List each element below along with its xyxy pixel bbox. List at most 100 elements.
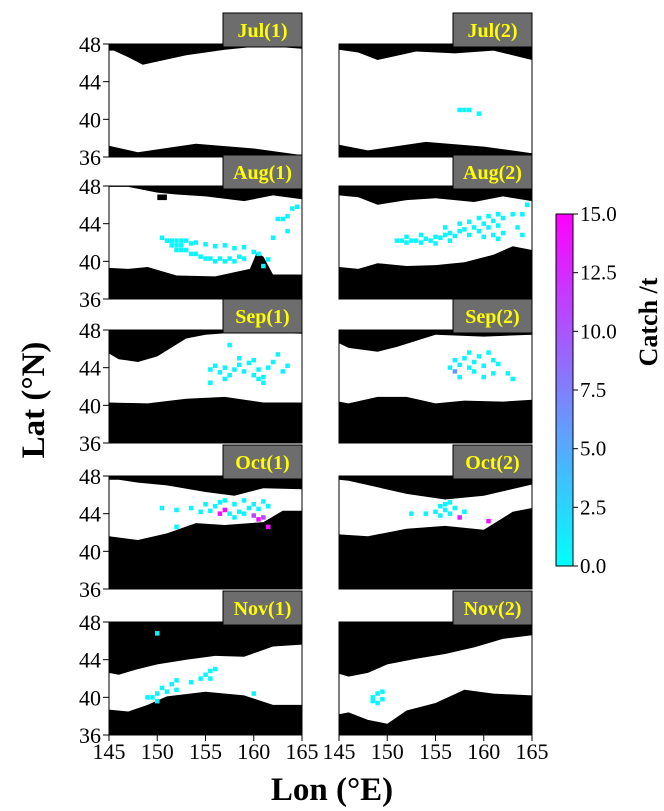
y-tick-label: 36: [79, 431, 101, 456]
panel-nov-1: Nov(1): [108, 590, 303, 736]
catch-point: [251, 357, 256, 363]
catch-point: [241, 256, 247, 261]
y-tick-label: 40: [79, 685, 101, 710]
catch-point: [457, 221, 462, 226]
catch-point: [491, 232, 496, 238]
land-mask-region: [109, 143, 302, 157]
x-tick-label: 145: [93, 739, 126, 764]
catch-point: [285, 228, 290, 234]
land-mask-region: [109, 476, 302, 496]
catch-point: [467, 107, 472, 113]
catch-point: [164, 689, 170, 694]
catch-point: [237, 362, 242, 368]
catch-point: [212, 244, 218, 249]
catch-point: [256, 251, 261, 257]
catch-point: [150, 695, 155, 700]
land-mask-region: [339, 44, 532, 60]
catch-point: [467, 232, 472, 238]
catch-point: [413, 238, 419, 243]
colorbar-tick-label: 15.0: [580, 202, 617, 226]
catch-point: [442, 225, 448, 230]
catch-point: [520, 232, 525, 238]
catch-point: [515, 225, 520, 230]
catch-point: [169, 238, 174, 243]
catch-point: [285, 213, 290, 219]
catch-point: [462, 107, 467, 113]
x-tick-label: 150: [141, 739, 174, 764]
catch-point: [457, 515, 462, 520]
y-axis-title: Lat (°N): [16, 342, 52, 459]
land-mask-region: [339, 508, 532, 589]
panel-frame: [338, 475, 533, 590]
catch-point: [438, 513, 443, 518]
panel-background: [339, 44, 532, 157]
catch-point: [452, 505, 458, 511]
catch-point: [241, 511, 247, 516]
y-tick-label: 40: [79, 107, 101, 132]
catch-point: [212, 666, 218, 672]
catch-point: [375, 691, 380, 696]
catch-point: [145, 695, 150, 700]
catch-point: [471, 225, 477, 230]
catch-point: [222, 507, 228, 513]
panel-label-box: [452, 12, 533, 48]
land-mask-region: [109, 396, 302, 443]
catch-point: [428, 238, 433, 243]
catch-point: [433, 234, 438, 240]
catch-point: [174, 238, 179, 243]
x-axis-title: Lon (°E): [271, 772, 393, 808]
catch-point: [246, 505, 252, 511]
catch-point: [447, 238, 453, 243]
catch-point: [155, 691, 160, 696]
y-tick-label: 40: [79, 249, 101, 274]
catch-point: [198, 676, 203, 681]
x-tick-label: 145: [323, 739, 356, 764]
catch-point: [380, 697, 385, 702]
catch-point: [447, 500, 453, 505]
catch-point: [174, 687, 179, 693]
catch-point: [462, 227, 467, 232]
colorbar: 0.0 2.5 5.0 7.5 10.0 12.5 15.0 Catch /t: [555, 202, 663, 578]
catch-point: [447, 230, 453, 236]
catch-point: [227, 372, 232, 378]
catch-point: [208, 508, 213, 514]
catch-point: [423, 511, 429, 516]
catch-point: [452, 357, 458, 363]
catch-point: [222, 243, 228, 248]
catch-point: [208, 668, 213, 674]
catch-point: [222, 498, 228, 503]
catch-point: [188, 251, 194, 257]
catch-point: [491, 371, 496, 376]
catch-point: [188, 505, 194, 511]
catch-point: [241, 498, 247, 503]
catch-point: [476, 215, 482, 221]
catch-point: [183, 247, 189, 253]
catch-point: [370, 698, 375, 704]
land-mask-region: [109, 330, 302, 362]
catch-point: [380, 689, 385, 694]
panel-frame: [108, 475, 303, 590]
y-tick-label: 48: [79, 174, 101, 199]
catch-point: [467, 350, 472, 355]
catch-point: [481, 221, 486, 226]
y-tick-label: 44: [79, 356, 101, 381]
y-tick-label: 48: [79, 464, 101, 489]
catch-point: [442, 502, 448, 507]
catch-point: [266, 257, 271, 262]
panel-label: Nov(2): [464, 598, 522, 620]
y-tick-label: 48: [79, 32, 101, 57]
catch-point: [433, 241, 438, 246]
catch-point: [256, 367, 261, 372]
catch-point: [246, 360, 252, 366]
y-tick-label: 44: [79, 70, 101, 95]
x-tick-label: 160: [237, 739, 270, 764]
catch-point: [433, 509, 438, 514]
panel-sep-1: Sep(1): [108, 298, 303, 444]
catch-point: [294, 204, 300, 209]
catch-point: [280, 369, 285, 374]
colorbar-tick-label: 5.0: [580, 437, 606, 461]
land-mask-region: [339, 622, 532, 677]
panel-oct-2: Oct(2): [338, 444, 533, 590]
catch-point: [467, 219, 472, 224]
y-tick-label: 36: [79, 145, 101, 170]
